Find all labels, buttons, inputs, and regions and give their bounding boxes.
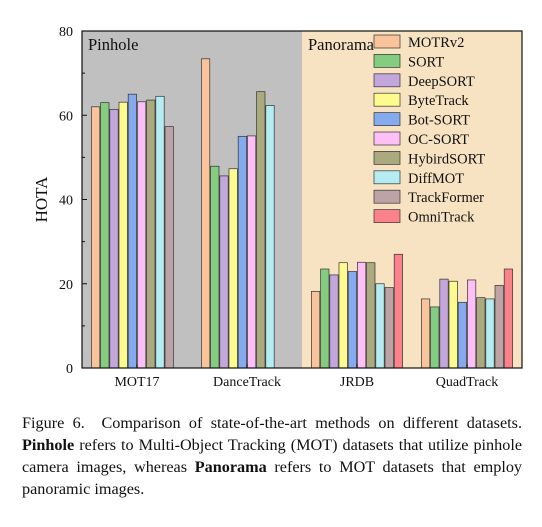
legend-label-motrv2: MOTRv2 [408,35,464,51]
legend-swatch-trackformer [373,189,401,204]
figure-caption: Figure 6. Comparison of state-of-the-art… [22,412,522,500]
bar-sort-dancetrack [210,165,220,369]
legend-label-oc-sort: OC-SORT [408,132,469,148]
bar-motrv2-jrdb [311,290,321,369]
bar-trackformer-quadtrack [494,285,504,369]
legend-swatch-diffmot [373,170,401,185]
caption-text-3: refers to MOT datasets that employ panor… [22,458,523,498]
bar-diffmot-dancetrack [265,105,275,369]
y-tick-label-60: 60 [59,109,73,124]
x-tick-label-dancetrack: DanceTrack [213,375,281,390]
bar-deepsort-dancetrack [219,175,229,369]
bar-bytetrack-mot17 [118,101,128,369]
legend-swatch-sort [373,54,401,68]
bar-motrv2-dancetrack [201,58,211,369]
legend-swatch-omnitrack [373,209,401,223]
bar-motrv2-mot17 [91,106,101,369]
caption-term-pinhole: Pinhole [22,436,75,454]
bar-motrv2-quadtrack [421,298,431,369]
bar-bytetrack-quadtrack [448,280,458,369]
caption-term-panorama: Panorama [194,458,267,476]
bar-deepsort-mot17 [109,109,119,369]
x-tick-label-jrdb: JRDB [340,375,374,390]
chart: Pinhole Panorama MOT17 DanceTrack JRDB QuadT… [32,25,523,390]
bar-bot-sort-quadtrack [457,301,467,369]
bar-omnitrack-quadtrack [503,268,513,369]
y-tick-label-40: 40 [59,194,73,209]
legend-label-sort: SORT [408,54,444,70]
legend-label-diffmot: DiffMOT [408,171,464,187]
x-tick-label-quadtrack: QuadTrack [436,375,498,390]
bar-sort-quadtrack [430,306,440,369]
bar-diffmot-mot17 [155,95,165,369]
bar-hybirdsort-quadtrack [476,297,486,369]
legend-swatch-bytetrack [373,92,401,107]
caption-text-2: refers to Multi-Object Tracking (MOT) da… [22,436,523,476]
bar-bot-sort-mot17 [127,93,137,369]
bar-omnitrack-jrdb [393,253,403,369]
bar-oc-sort-quadtrack [467,279,477,369]
bar-hybirdsort-mot17 [146,99,156,369]
bar-diffmot-jrdb [375,283,385,369]
y-tick-label-20: 20 [59,278,73,293]
bar-deepsort-jrdb [329,274,339,369]
caption-figure-label: Figure 6. [22,414,85,432]
bar-deepsort-quadtrack [439,278,449,369]
bar-sort-mot17 [100,102,110,369]
y-axis-label: HOTA [32,176,51,223]
bar-bot-sort-jrdb [347,271,357,369]
bar-bytetrack-jrdb [338,262,348,369]
bar-hybirdsort-dancetrack [256,91,266,369]
legend-label-deepsort: DeepSORT [408,74,475,90]
legend-label-bytetrack: ByteTrack [408,93,469,109]
x-tick-label-mot17: MOT17 [114,375,159,390]
caption-text-1: Comparison of state-of-the-art methods o… [101,414,523,432]
bar-hybirdsort-jrdb [366,262,376,369]
legend-label-bot-sort: Bot-SORT [408,113,470,129]
legend-swatch-bot-sort [373,112,401,126]
bar-oc-sort-jrdb [357,261,367,369]
bar-bytetrack-dancetrack [228,168,238,369]
y-tick-label-80: 80 [59,25,73,40]
bar-diffmot-quadtrack [485,298,495,369]
legend-swatch-oc-sort [373,131,401,146]
bar-oc-sort-mot17 [137,101,147,369]
region-label-pinhole: Pinhole [88,35,138,54]
bar-sort-jrdb [320,268,330,369]
legend-label-trackformer: TrackFormer [408,190,484,206]
bar-bot-sort-dancetrack [237,135,247,369]
bar-trackformer-mot17 [164,126,174,369]
legend-label-omnitrack: OmniTrack [408,210,475,226]
bar-trackformer-jrdb [384,287,394,369]
hota-bar-chart: Pinhole Panorama MOT17 DanceTrack JRDB QuadT… [32,25,523,390]
legend-swatch-motrv2 [373,34,401,49]
legend-swatch-hybirdsort [373,151,401,165]
bar-oc-sort-dancetrack [247,135,257,369]
legend-label-hybirdsort: HybirdSORT [408,151,485,167]
region-label-panorama: Panorama [308,35,375,54]
y-tick-label-0: 0 [66,362,73,377]
legend-swatch-deepsort [373,73,401,88]
